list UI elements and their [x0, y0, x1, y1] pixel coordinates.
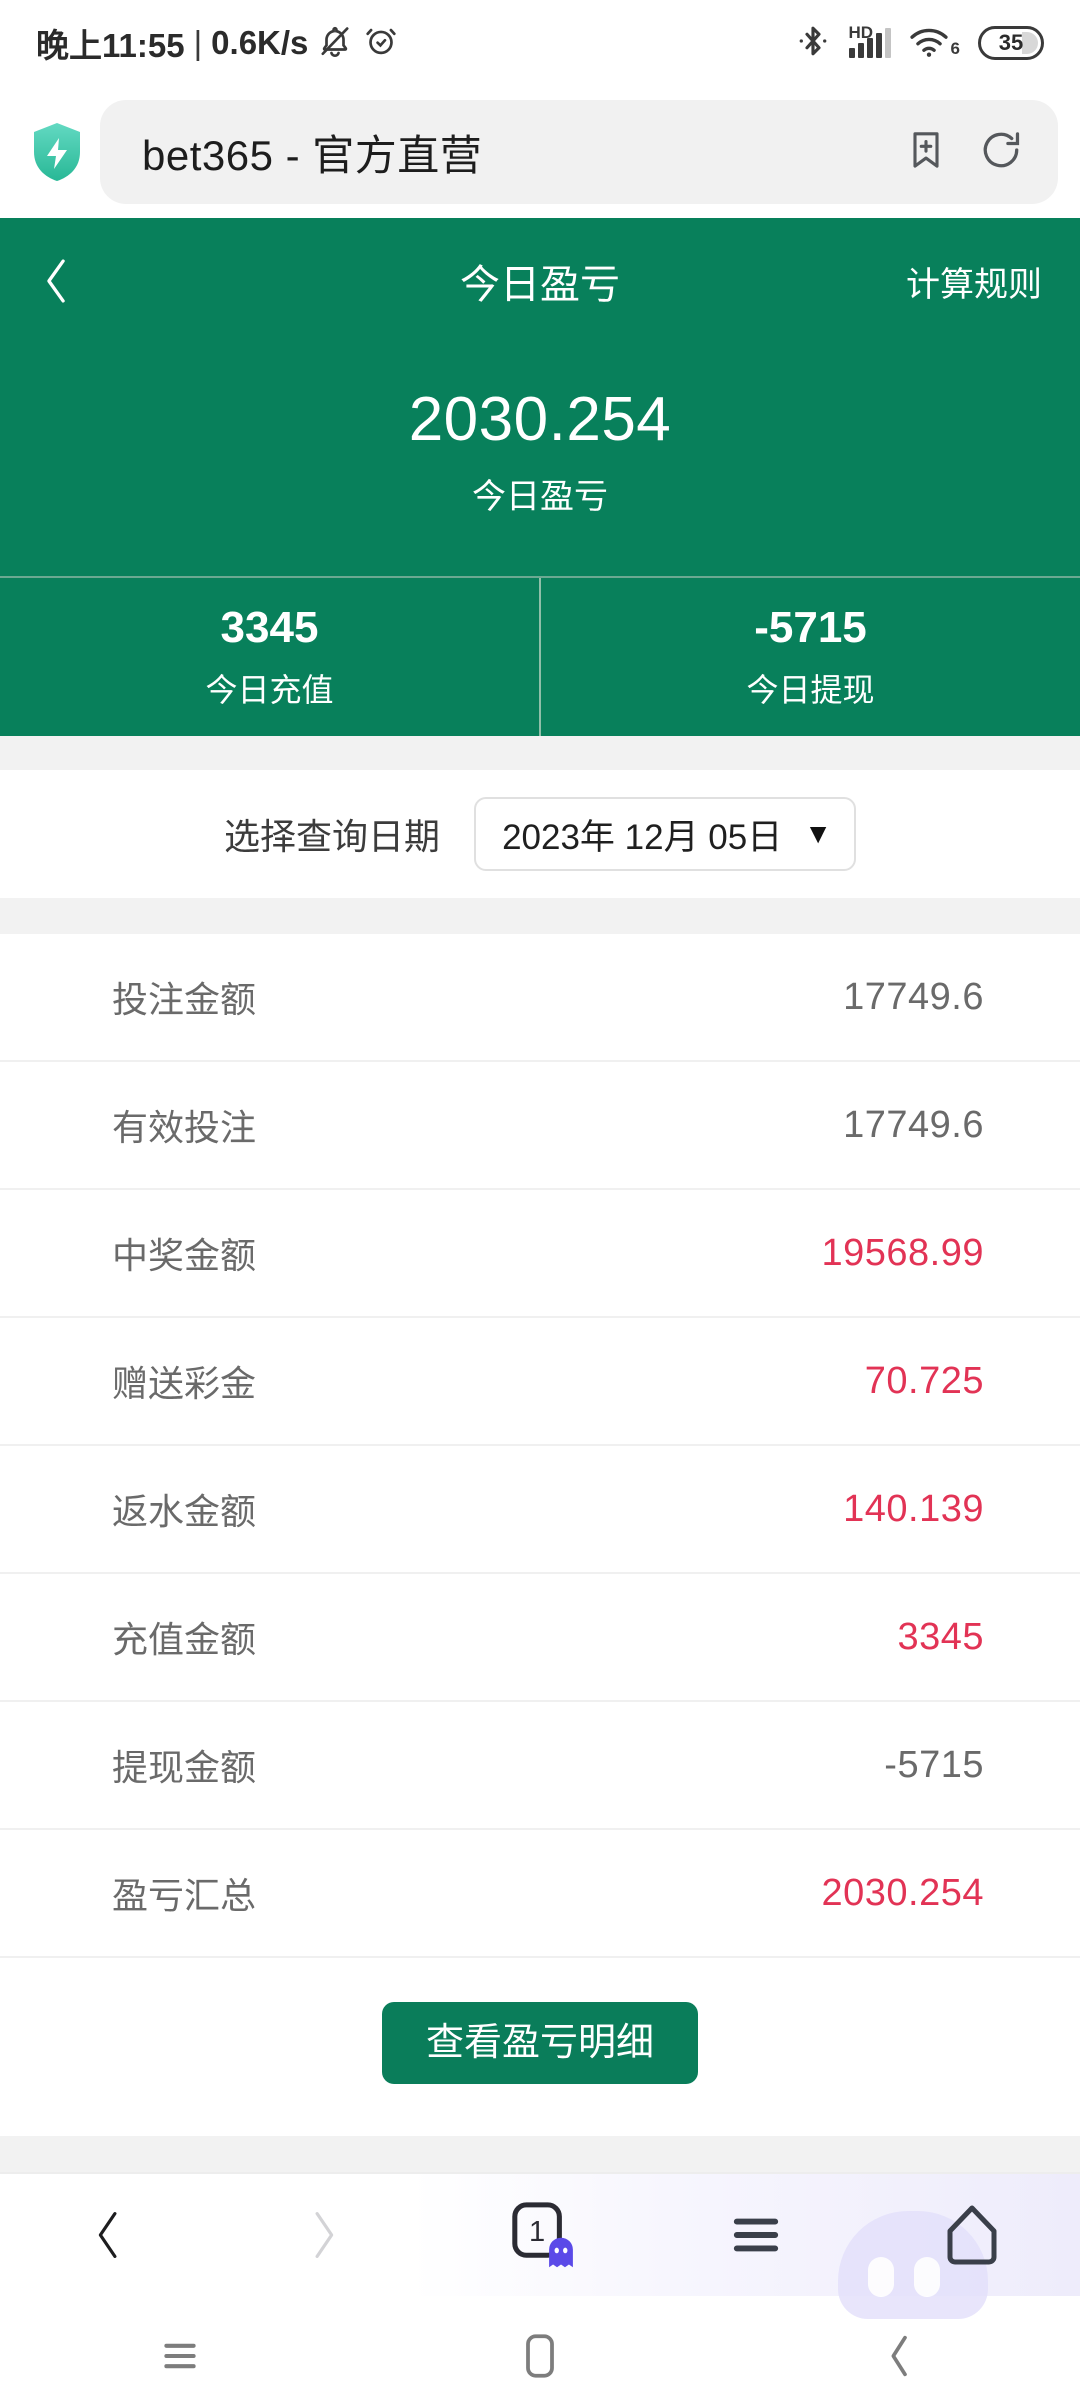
row-label: 有效投注 — [112, 1107, 257, 1148]
date-picker-row: 选择查询日期 2023年 12月 05日 ▼ — [0, 770, 1080, 898]
row-label: 赠送彩金 — [112, 1363, 257, 1404]
hero-summary: 2030.254 今日盈亏 — [0, 344, 1080, 576]
stat-label: 今日提现 — [746, 672, 875, 708]
stat-value: -5715 — [754, 603, 867, 652]
signal-bars-icon: HD — [848, 24, 891, 58]
url-pill[interactable]: bet365 - 官方直营 — [100, 100, 1058, 204]
table-row: 盈亏汇总 2030.254 — [0, 1830, 1080, 1958]
hd-label: HD — [848, 23, 874, 42]
row-value: 3345 — [897, 1615, 984, 1658]
row-value: 140.139 — [843, 1487, 984, 1530]
status-bar-right: HD 6 35 — [795, 23, 1044, 64]
stats-row: 3345 今日充值 -5715 今日提现 — [0, 576, 1080, 736]
wifi-icon: 6 — [909, 27, 960, 59]
network-speed-text: 0.6K/s — [211, 24, 309, 61]
table-row: 充值金额 3345 — [0, 1574, 1080, 1702]
page-title-text: bet365 - 官方直营 — [142, 131, 483, 179]
row-value: 2030.254 — [821, 1871, 984, 1914]
refresh-icon[interactable] — [978, 127, 1024, 178]
row-label: 盈亏汇总 — [112, 1875, 257, 1916]
date-picker-label: 选择查询日期 — [224, 816, 441, 857]
view-profit-detail-button[interactable]: 查看盈亏明细 — [381, 2002, 698, 2084]
status-bar: 晚上11:55 | 0.6K/s — [0, 0, 1080, 86]
page-back-button[interactable] — [38, 254, 102, 308]
status-separator: | — [193, 24, 203, 61]
stat-value: 3345 — [220, 603, 319, 652]
browser-menu-button[interactable] — [648, 2212, 864, 2258]
tab-count-text: 1 — [529, 2215, 545, 2247]
status-bar-left: 晚上11:55 | 0.6K/s — [36, 19, 398, 67]
browser-tabs-button[interactable]: 1 — [432, 2200, 648, 2271]
row-label: 充值金额 — [112, 1619, 257, 1660]
table-row: 提现金额 -5715 — [0, 1702, 1080, 1830]
calculation-rules-link[interactable]: 计算规则 — [906, 265, 1042, 304]
table-row: 投注金额 17749.6 — [0, 934, 1080, 1062]
table-row: 赠送彩金 70.725 — [0, 1318, 1080, 1446]
bookmark-add-icon[interactable] — [904, 128, 948, 177]
row-value: 17749.6 — [843, 975, 984, 1018]
status-left-icons — [318, 24, 398, 63]
stat-withdraw: -5715 今日提现 — [539, 578, 1080, 736]
hero-label: 今日盈亏 — [472, 478, 608, 516]
browser-forward-button[interactable] — [216, 2206, 432, 2264]
row-value: 70.725 — [864, 1359, 984, 1402]
table-row: 返水金额 140.139 — [0, 1446, 1080, 1574]
browser-home-button[interactable] — [838, 2203, 1080, 2319]
row-value: 17749.6 — [843, 1103, 984, 1146]
row-value: -5715 — [884, 1743, 984, 1786]
stat-deposit: 3345 今日充值 — [0, 578, 539, 736]
toolbar-spacer — [0, 2136, 1080, 2172]
stat-label: 今日充值 — [205, 672, 334, 708]
cta-container: 查看盈亏明细 — [0, 1958, 1080, 2136]
battery-level-text: 35 — [998, 30, 1024, 55]
chevron-down-icon: ▼ — [804, 818, 832, 849]
shield-lightning-icon — [30, 121, 84, 183]
table-row: 中奖金额 19568.99 — [0, 1190, 1080, 1318]
row-label: 返水金额 — [112, 1491, 257, 1532]
detail-list: 投注金额 17749.6 有效投注 17749.6 中奖金额 19568.99 … — [0, 934, 1080, 1958]
wifi-generation-label: 6 — [950, 39, 960, 58]
bluetooth-icon — [795, 23, 831, 64]
section-spacer-bottom — [0, 898, 1080, 934]
row-value: 19568.99 — [821, 1231, 984, 1274]
ghost-icon — [545, 2236, 577, 2275]
hero-amount: 2030.254 — [408, 385, 672, 454]
android-recents-button[interactable] — [0, 2339, 360, 2373]
android-back-button[interactable] — [720, 2332, 1080, 2380]
row-label: 中奖金额 — [112, 1235, 257, 1276]
bell-muted-icon — [318, 24, 352, 63]
browser-back-button[interactable] — [0, 2206, 216, 2264]
date-select[interactable]: 2023年 12月 05日 ▼ — [474, 797, 856, 871]
row-label: 提现金额 — [112, 1747, 257, 1788]
url-pill-icons — [904, 127, 1024, 178]
browser-toolbar: 1 — [0, 2172, 1080, 2319]
date-select-value: 2023年 12月 05日 — [502, 817, 783, 857]
section-spacer-top — [0, 736, 1080, 770]
row-label: 投注金额 — [112, 979, 257, 1020]
alarm-clock-icon — [364, 24, 398, 63]
tab-counter-icon: 1 — [509, 2200, 573, 2271]
clock-text: 晚上11:55 — [36, 27, 185, 64]
page-app-bar: 今日盈亏 计算规则 — [0, 218, 1080, 344]
android-home-button[interactable] — [360, 2332, 720, 2380]
table-row: 有效投注 17749.6 — [0, 1062, 1080, 1190]
battery-indicator: 35 — [978, 26, 1044, 60]
ghost-watermark-icon — [838, 2211, 988, 2319]
browser-url-bar: bet365 - 官方直营 — [0, 86, 1080, 218]
